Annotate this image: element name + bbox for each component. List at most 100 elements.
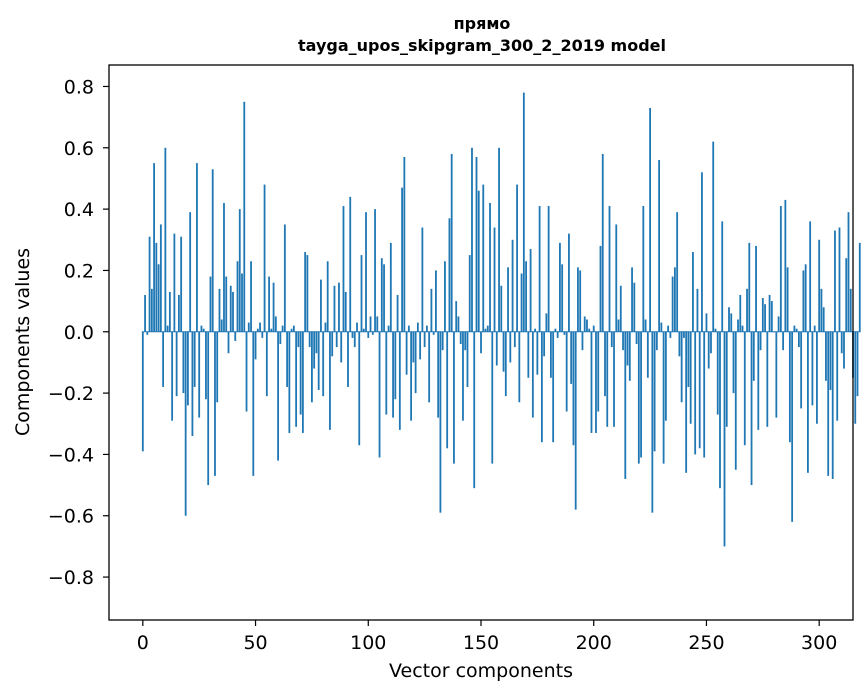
bar [471, 147, 473, 332]
bar [241, 273, 243, 332]
bar [428, 331, 431, 403]
bar [644, 319, 647, 332]
bar [455, 301, 458, 332]
bar [543, 331, 546, 357]
bar [168, 291, 171, 332]
bar [369, 316, 372, 332]
bar [698, 331, 701, 449]
bar [475, 156, 478, 332]
bar [540, 331, 543, 443]
bar [263, 184, 266, 332]
bar [827, 331, 830, 476]
bar [493, 227, 496, 332]
bar [268, 276, 270, 332]
bar [671, 276, 674, 332]
bar [518, 331, 521, 403]
bar [281, 325, 284, 332]
bar [834, 230, 836, 332]
bar [477, 190, 480, 332]
bar [342, 206, 345, 332]
bar [229, 285, 232, 332]
bar [502, 331, 505, 372]
bar [423, 331, 426, 348]
bar [358, 331, 361, 446]
bar [768, 294, 771, 332]
bar [290, 328, 293, 332]
bar [705, 313, 708, 332]
bar [664, 331, 667, 421]
bar [277, 331, 279, 461]
bar [439, 331, 442, 513]
y-tick-label: −0.4 [48, 444, 94, 466]
bar [617, 319, 620, 332]
x-tick-label: 50 [243, 632, 267, 654]
bar [568, 233, 570, 332]
bar [538, 206, 541, 332]
bar [180, 236, 183, 332]
bar [468, 255, 471, 332]
x-axis-label: Vector components [389, 660, 573, 682]
y-tick-label: −0.6 [48, 506, 94, 528]
bar [660, 322, 663, 332]
bar [804, 264, 807, 332]
bar [236, 261, 239, 332]
bar [466, 331, 469, 387]
bar [746, 288, 748, 332]
bar [637, 331, 640, 464]
bar [148, 236, 151, 332]
bar [498, 147, 500, 332]
bar [362, 328, 365, 332]
bar [311, 331, 313, 403]
bar [279, 331, 282, 345]
bar [845, 258, 848, 332]
bar [597, 331, 600, 412]
bar [141, 331, 144, 452]
bar [157, 264, 160, 332]
bar [782, 331, 785, 351]
bar [389, 242, 392, 332]
bar [360, 255, 363, 332]
bar [367, 331, 370, 338]
bar [351, 331, 354, 338]
bar [356, 322, 358, 332]
bar [164, 147, 167, 332]
bar [680, 331, 683, 403]
bar [703, 331, 706, 458]
bar [759, 331, 762, 351]
bar [223, 202, 225, 332]
bar [619, 285, 622, 332]
bar [329, 331, 331, 430]
y-axis: −0.8 −0.6 −0.4 −0.2 0.0 0.2 0.4 0.6 0.8 [48, 76, 109, 589]
bar [473, 331, 476, 489]
bar [788, 331, 791, 443]
bar [220, 319, 223, 332]
bar [446, 331, 449, 449]
bar [457, 316, 460, 332]
bar [419, 331, 422, 360]
bar [651, 331, 654, 513]
bar [531, 331, 534, 418]
bar [676, 212, 679, 332]
bar [403, 156, 406, 332]
bar [599, 245, 602, 332]
bar [592, 325, 595, 332]
bar [308, 331, 311, 348]
bar [191, 331, 194, 437]
bar [683, 331, 685, 338]
bar [416, 322, 419, 332]
bar [484, 328, 487, 332]
bar [777, 316, 780, 332]
bar [822, 307, 825, 332]
bar [739, 294, 742, 332]
bar [766, 331, 769, 427]
bar [297, 331, 300, 348]
bar [741, 325, 744, 332]
bar [800, 331, 803, 409]
bar [750, 331, 753, 486]
bar [606, 331, 609, 427]
y-tick-label: −0.8 [48, 567, 94, 589]
bar [764, 304, 766, 332]
bar [344, 291, 347, 332]
bar [338, 282, 340, 332]
bar [513, 331, 516, 348]
